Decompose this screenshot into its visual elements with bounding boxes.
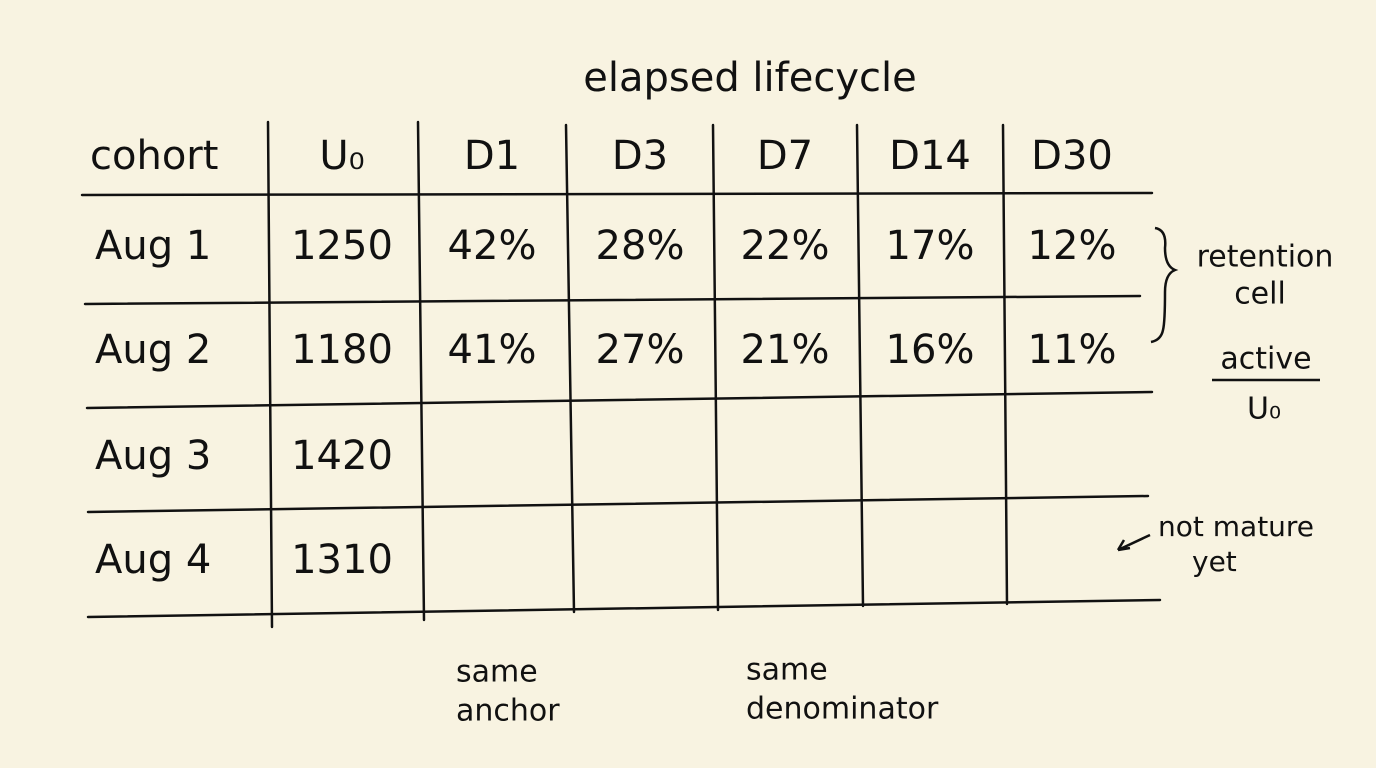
header-cell: D14 [889, 133, 971, 179]
table-cell: 28% [596, 223, 685, 269]
header-cell: D7 [757, 133, 813, 179]
row-line [86, 598, 1162, 619]
formula-numerator: active [1220, 342, 1311, 377]
row-line [86, 494, 1150, 514]
table-cell: 16% [886, 327, 975, 373]
col-line [1001, 123, 1009, 606]
table-cell: Aug 1 [95, 223, 211, 269]
table-cell: 22% [741, 223, 830, 269]
table-cell: 1420 [291, 433, 393, 479]
col-line [564, 123, 576, 614]
row-line [80, 191, 1154, 197]
table-grid [80, 120, 1162, 629]
arrow [1116, 533, 1151, 552]
table-cell: 1310 [291, 537, 393, 583]
row-line [83, 294, 1142, 306]
row-line [85, 390, 1154, 410]
table-cell: 17% [886, 223, 975, 269]
table-cell: 41% [448, 327, 537, 373]
table-cell: 21% [741, 327, 830, 373]
col-line [416, 120, 426, 622]
header-cell: U₀ [319, 133, 364, 179]
formula-denominator: U₀ [1247, 392, 1281, 427]
table-cell: 12% [1028, 223, 1117, 269]
header-cell: D1 [464, 133, 520, 179]
table-cell: Aug 4 [95, 537, 211, 583]
table-cell: 11% [1028, 327, 1117, 373]
annotation: cell [1234, 277, 1286, 312]
col-line [855, 123, 865, 608]
title: elapsed lifecycle [583, 55, 916, 101]
table-cell: 42% [448, 223, 537, 269]
annotation: anchor [456, 694, 560, 729]
annotation: same [456, 655, 538, 690]
table-cell: 1180 [291, 327, 393, 373]
col-line [266, 120, 274, 629]
col-line [711, 123, 720, 612]
table-cell: 1250 [291, 223, 393, 269]
table-cell: 27% [596, 327, 685, 373]
table-cell: Aug 3 [95, 433, 211, 479]
table-cell: Aug 2 [95, 327, 211, 373]
annotation: same [746, 653, 828, 688]
annotation: denominator [746, 692, 939, 727]
header-cell: D30 [1031, 133, 1113, 179]
annotation: retention [1197, 240, 1334, 275]
brace [1150, 226, 1179, 344]
annotation: not mature [1158, 510, 1314, 543]
annotation: yet [1192, 545, 1237, 578]
header-cell: D3 [612, 133, 668, 179]
header-cell: cohort [90, 133, 218, 179]
